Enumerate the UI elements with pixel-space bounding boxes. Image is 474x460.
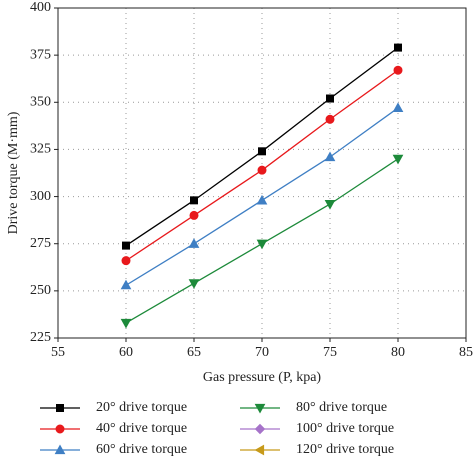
data-point: [188, 238, 200, 248]
x-tick-label: 60: [119, 345, 133, 360]
data-point: [324, 151, 336, 162]
y-tick-label: 275: [30, 236, 51, 251]
data-point: [392, 102, 404, 113]
data-point: [326, 94, 334, 103]
legend-marker: [254, 444, 265, 456]
y-tick-label: 225: [30, 330, 51, 345]
plot-frame: [57, 7, 467, 339]
series-line: [125, 47, 399, 247]
y-axis-label: Drive torque (M·mm): [6, 111, 21, 234]
legend-label: 40° drive torque: [96, 421, 187, 436]
y-tick-label: 400: [30, 0, 51, 15]
x-tick-label: 65: [187, 345, 201, 360]
data-point: [122, 241, 130, 250]
data-point: [120, 279, 132, 290]
x-axis-label: Gas pressure (P, kpa): [203, 370, 322, 385]
y-tick-label: 375: [30, 47, 51, 62]
data-point: [257, 165, 267, 175]
legend-marker: [56, 404, 64, 412]
data-point: [393, 65, 403, 75]
data-point: [190, 196, 198, 205]
legend-label: 80° drive torque: [296, 400, 387, 415]
y-tick-label: 250: [30, 283, 51, 298]
data-point: [256, 194, 268, 205]
legend-label: 100° drive torque: [296, 421, 394, 436]
data-point: [189, 210, 199, 220]
legend-label: 20° drive torque: [96, 400, 187, 415]
legend-marker: [254, 423, 266, 435]
data-point: [188, 279, 200, 289]
data-point: [392, 154, 404, 165]
x-tick-label: 85: [459, 345, 473, 360]
legend-label: 60° drive torque: [96, 442, 187, 457]
x-tick-label: 70: [255, 345, 269, 360]
data-point: [121, 256, 131, 266]
y-tick-label: 325: [30, 142, 51, 157]
y-tick-label: 300: [30, 189, 51, 204]
data-point: [258, 147, 266, 156]
legend-marker: [55, 424, 65, 434]
data-point: [324, 200, 336, 210]
x-tick-label: 55: [51, 345, 65, 360]
legend-marker: [54, 444, 66, 455]
data-point: [394, 43, 402, 52]
x-tick-label: 75: [323, 345, 337, 360]
legend-marker: [254, 403, 266, 414]
data-point: [256, 239, 268, 250]
data-point: [325, 114, 335, 124]
legend-label: 120° drive torque: [296, 442, 394, 457]
data-point: [120, 318, 132, 329]
x-tick-label: 80: [391, 345, 405, 360]
y-tick-label: 350: [30, 95, 51, 110]
